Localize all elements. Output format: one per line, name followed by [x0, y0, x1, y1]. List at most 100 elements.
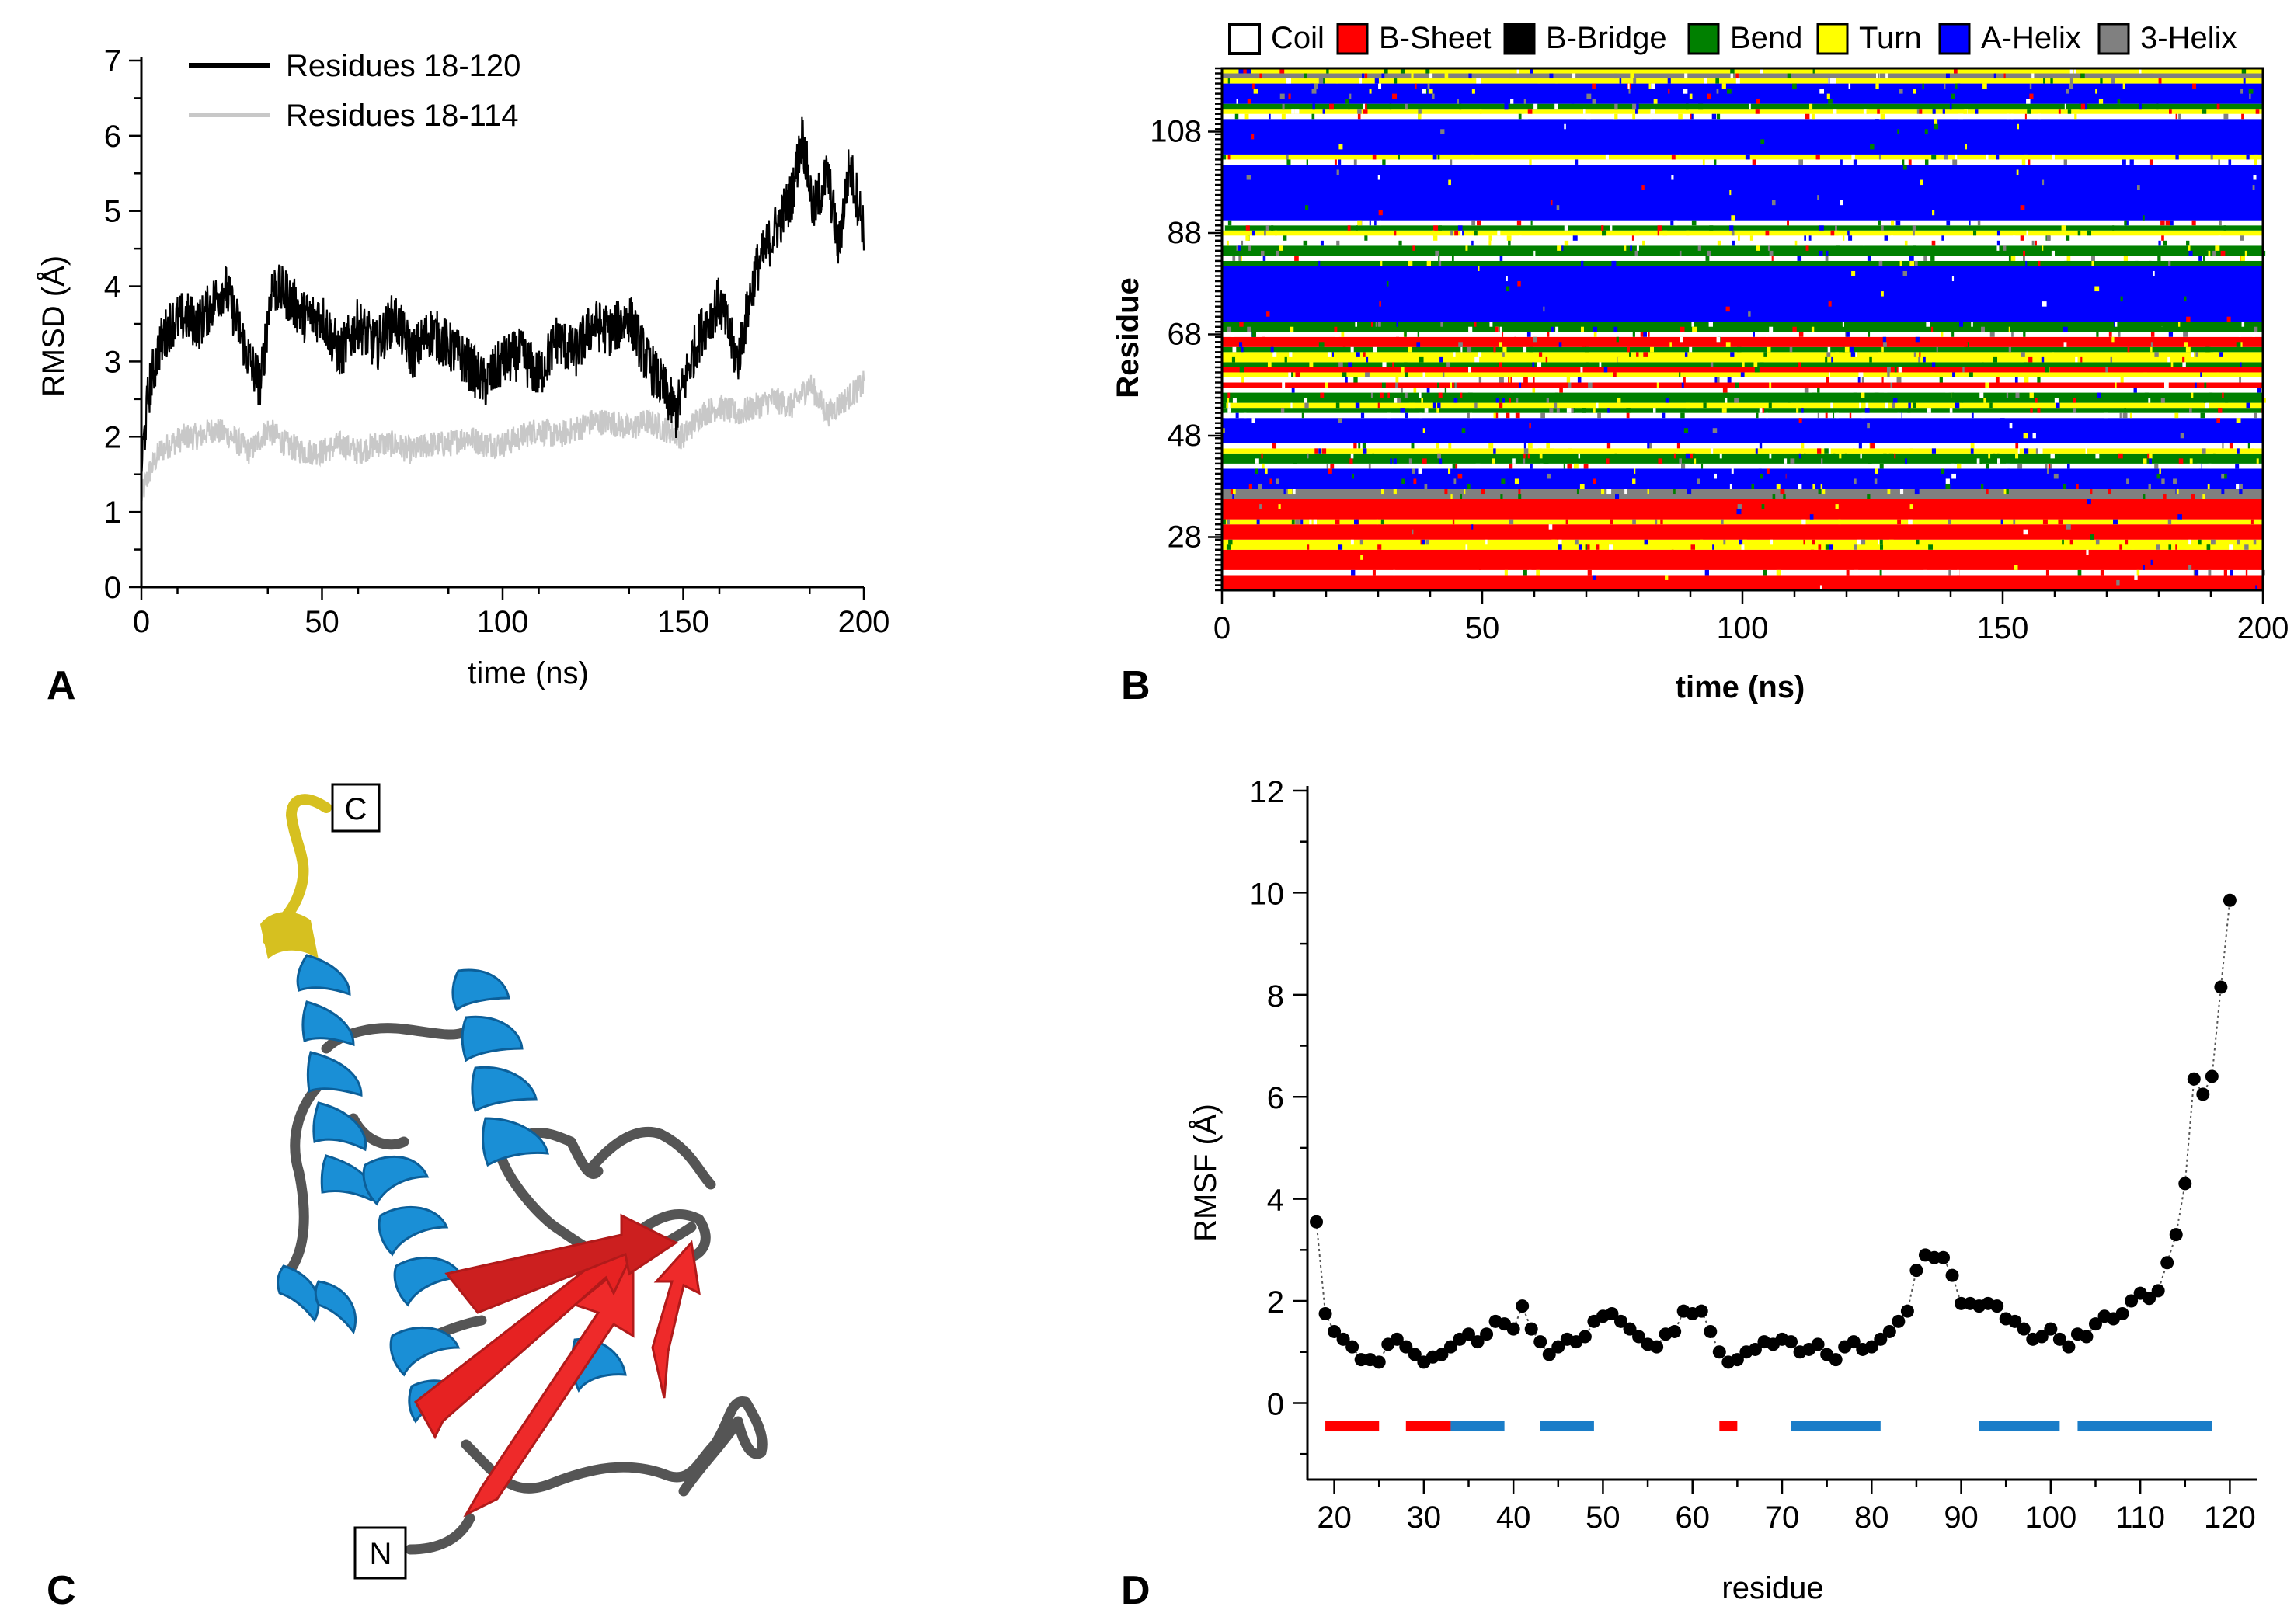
state-fluctuation — [1725, 402, 1728, 409]
state-fluctuation — [1735, 73, 1739, 79]
rmsf-point — [1542, 1348, 1556, 1361]
rmsf-point — [1945, 1268, 1959, 1282]
state-fluctuation — [1909, 504, 1913, 509]
rmsf-point — [2035, 1330, 2049, 1344]
state-fluctuation — [1499, 402, 1503, 409]
state-fluctuation — [1817, 388, 1820, 393]
state-fluctuation — [1453, 398, 1458, 403]
state-fluctuation — [1528, 443, 1533, 449]
state-fluctuation — [2143, 458, 2147, 464]
state-fluctuation — [1248, 483, 1252, 489]
state-fluctuation — [1812, 433, 1815, 439]
state-fluctuation — [1787, 220, 1789, 226]
state-fluctuation — [1953, 68, 1958, 74]
legend-label-3-helix: 3-Helix — [2140, 21, 2237, 55]
state-fluctuation — [1518, 489, 1521, 495]
x-tick-label: 90 — [1944, 1501, 1979, 1535]
state-fluctuation — [1262, 336, 1265, 343]
state-fluctuation — [1603, 367, 1608, 373]
y-tick-label: 7 — [104, 44, 121, 78]
state-fluctuation — [1737, 346, 1742, 353]
state-fluctuation — [1358, 443, 1361, 449]
state-fluctuation — [1571, 99, 1575, 104]
state-fluctuation — [1353, 443, 1357, 449]
rmsf-point — [1847, 1335, 1861, 1349]
state-fluctuation — [1721, 83, 1726, 89]
state-fluctuation — [1529, 346, 1533, 353]
state-fluctuation — [2129, 412, 2132, 419]
state-fluctuation — [1811, 326, 1815, 332]
state-fluctuation — [1335, 78, 1338, 84]
residue-band-3-helix — [1222, 489, 2263, 499]
state-fluctuation — [1875, 83, 1879, 89]
state-fluctuation — [1253, 89, 1258, 94]
state-fluctuation — [1275, 230, 1277, 236]
state-fluctuation — [2010, 113, 2014, 120]
state-fluctuation — [1700, 463, 1704, 469]
state-fluctuation — [1902, 164, 1907, 170]
loop-segment — [461, 1396, 768, 1497]
state-fluctuation — [1804, 235, 1806, 241]
rmsf-point — [1372, 1355, 1386, 1369]
state-fluctuation — [1420, 494, 1424, 499]
state-fluctuation — [1392, 362, 1394, 367]
state-fluctuation — [2246, 402, 2250, 409]
state-fluctuation — [1528, 569, 1532, 576]
state-fluctuation — [2077, 569, 2082, 576]
state-fluctuation — [1976, 458, 1981, 464]
state-fluctuation — [1577, 377, 1582, 383]
state-fluctuation — [1384, 68, 1388, 74]
state-fluctuation — [1675, 256, 1677, 261]
state-fluctuation — [2240, 483, 2243, 489]
state-fluctuation — [2205, 346, 2211, 353]
rmsf-point — [1318, 1306, 1332, 1320]
y-tick-label: 28 — [1168, 520, 1203, 554]
helix-turn — [482, 1117, 549, 1167]
state-fluctuation — [1941, 332, 1944, 337]
state-fluctuation — [2245, 377, 2250, 383]
rmsf-point — [2214, 980, 2228, 994]
state-fluctuation — [1422, 89, 1426, 94]
state-fluctuation — [1626, 408, 1631, 413]
state-fluctuation — [1636, 352, 1639, 357]
state-fluctuation — [2240, 342, 2243, 347]
residue-band-coil — [1222, 463, 2263, 469]
state-fluctuation — [2095, 453, 2100, 459]
state-fluctuation — [1516, 398, 1519, 403]
residue-band-coil — [1222, 412, 2263, 419]
state-fluctuation — [1610, 519, 1613, 525]
state-fluctuation — [1673, 489, 1676, 495]
state-fluctuation — [2182, 356, 2185, 363]
state-fluctuation — [2045, 569, 2049, 576]
state-fluctuation — [2023, 362, 2028, 367]
state-fluctuation — [1238, 256, 1241, 261]
state-fluctuation — [2206, 544, 2211, 550]
y-tick-label: 4 — [1267, 1184, 1284, 1218]
state-fluctuation — [1730, 73, 1733, 79]
state-fluctuation — [1231, 356, 1236, 363]
state-fluctuation — [1405, 412, 1408, 419]
state-fluctuation — [2250, 519, 2254, 525]
rmsf-point — [1578, 1330, 1592, 1344]
state-fluctuation — [1830, 230, 1835, 236]
state-fluctuation — [1488, 478, 1493, 484]
state-fluctuation — [1842, 235, 1845, 241]
state-fluctuation — [1283, 489, 1286, 495]
state-fluctuation — [1281, 113, 1286, 120]
state-fluctuation — [2023, 433, 2028, 439]
state-fluctuation — [1247, 99, 1251, 104]
state-fluctuation — [1227, 398, 1230, 403]
state-fluctuation — [1835, 230, 1839, 236]
state-fluctuation — [1318, 78, 1324, 84]
state-fluctuation — [1349, 93, 1352, 99]
state-fluctuation — [2240, 235, 2244, 241]
state-fluctuation — [1378, 210, 1383, 216]
state-fluctuation — [1760, 473, 1764, 479]
state-fluctuation — [2008, 256, 2014, 261]
state-fluctuation — [2042, 301, 2047, 307]
state-fluctuation — [1251, 332, 1257, 337]
state-fluctuation — [1690, 544, 1696, 550]
rmsf-point — [2052, 1332, 2066, 1346]
state-fluctuation — [1471, 89, 1475, 94]
